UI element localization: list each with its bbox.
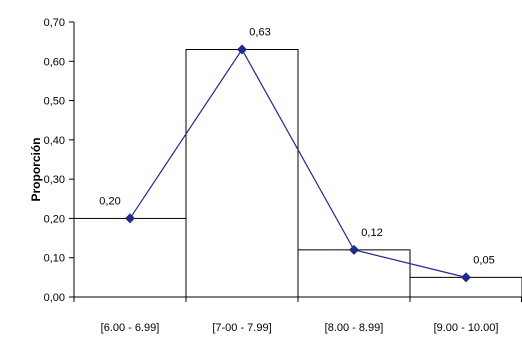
series-line: [129, 48, 467, 278]
bar: [185, 49, 299, 298]
y-ticks-group: 0,00 0,10 0,20 0,30 0,40 0,50 0,60 0,70: [44, 17, 74, 304]
y-tick-label: 0,50: [44, 96, 65, 108]
y-tick-label: 0,40: [44, 135, 65, 147]
x-tick-label: [7-00 - 7.99]: [212, 322, 271, 334]
y-axis-label: Proporción: [29, 137, 43, 201]
series-point: [461, 272, 471, 283]
y-tick-label: 0,60: [44, 56, 65, 68]
x-tick-label: [9.00 - 10.00]: [434, 322, 499, 334]
line-series: [125, 44, 471, 283]
x-tick-label: [8.00 - 8.99]: [325, 322, 384, 334]
data-label: 0,12: [361, 227, 382, 239]
y-tick-label: 0,70: [44, 17, 65, 29]
bar: [297, 249, 411, 298]
bar: [73, 217, 187, 298]
data-label: 0,20: [99, 195, 120, 207]
series-point: [237, 44, 247, 55]
x-ticks-group: [6.00 - 6.99] [7-00 - 7.99] [8.00 - 8.99] […: [73, 297, 522, 334]
data-labels-group: 0,20 0,63 0,12 0,05: [99, 27, 494, 267]
series-point: [349, 244, 359, 255]
data-label: 0,05: [473, 254, 494, 266]
y-tick-label: 0,20: [44, 213, 65, 225]
bars-group: [73, 49, 522, 298]
y-tick-label: 0,00: [44, 292, 65, 304]
series-point: [125, 213, 135, 224]
y-tick-label: 0,10: [44, 253, 65, 265]
data-label: 0,63: [249, 27, 270, 39]
x-tick-label: [6.00 - 6.99]: [101, 322, 160, 334]
y-tick-label: 0,30: [44, 174, 65, 186]
